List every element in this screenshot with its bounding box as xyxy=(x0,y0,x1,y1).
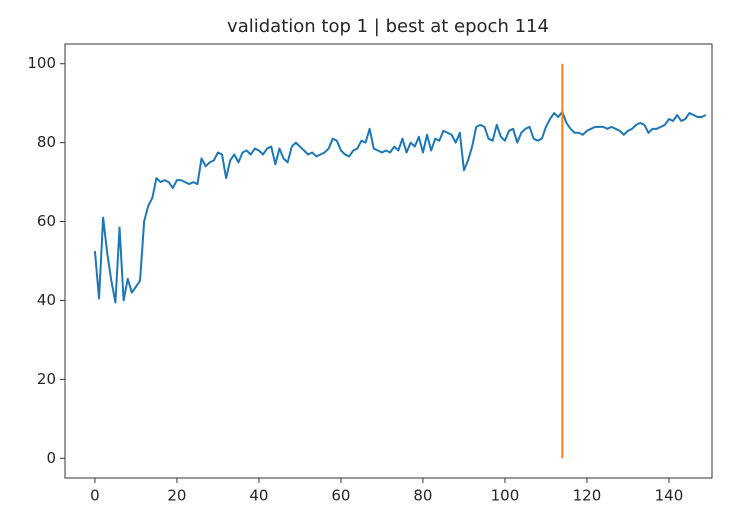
x-tick-label: 120 xyxy=(573,487,602,505)
y-tick-label: 20 xyxy=(37,370,56,388)
y-tick-label: 80 xyxy=(37,133,56,151)
series-line xyxy=(93,110,707,304)
x-tick-label: 0 xyxy=(90,487,100,505)
y-tick-label: 60 xyxy=(37,212,56,230)
plot-frame xyxy=(64,43,713,479)
y-tick-label: 100 xyxy=(27,54,56,72)
y-tick-label: 40 xyxy=(37,291,56,309)
x-tick-label: 80 xyxy=(413,487,432,505)
x-tick-label: 100 xyxy=(491,487,520,505)
x-tick-label: 140 xyxy=(655,487,684,505)
x-tick-label: 20 xyxy=(167,487,186,505)
x-tick-label: 40 xyxy=(249,487,268,505)
y-tick-label: 0 xyxy=(46,449,56,467)
x-tick-label: 60 xyxy=(331,487,350,505)
chart-title: validation top 1 | best at epoch 114 xyxy=(227,16,549,37)
